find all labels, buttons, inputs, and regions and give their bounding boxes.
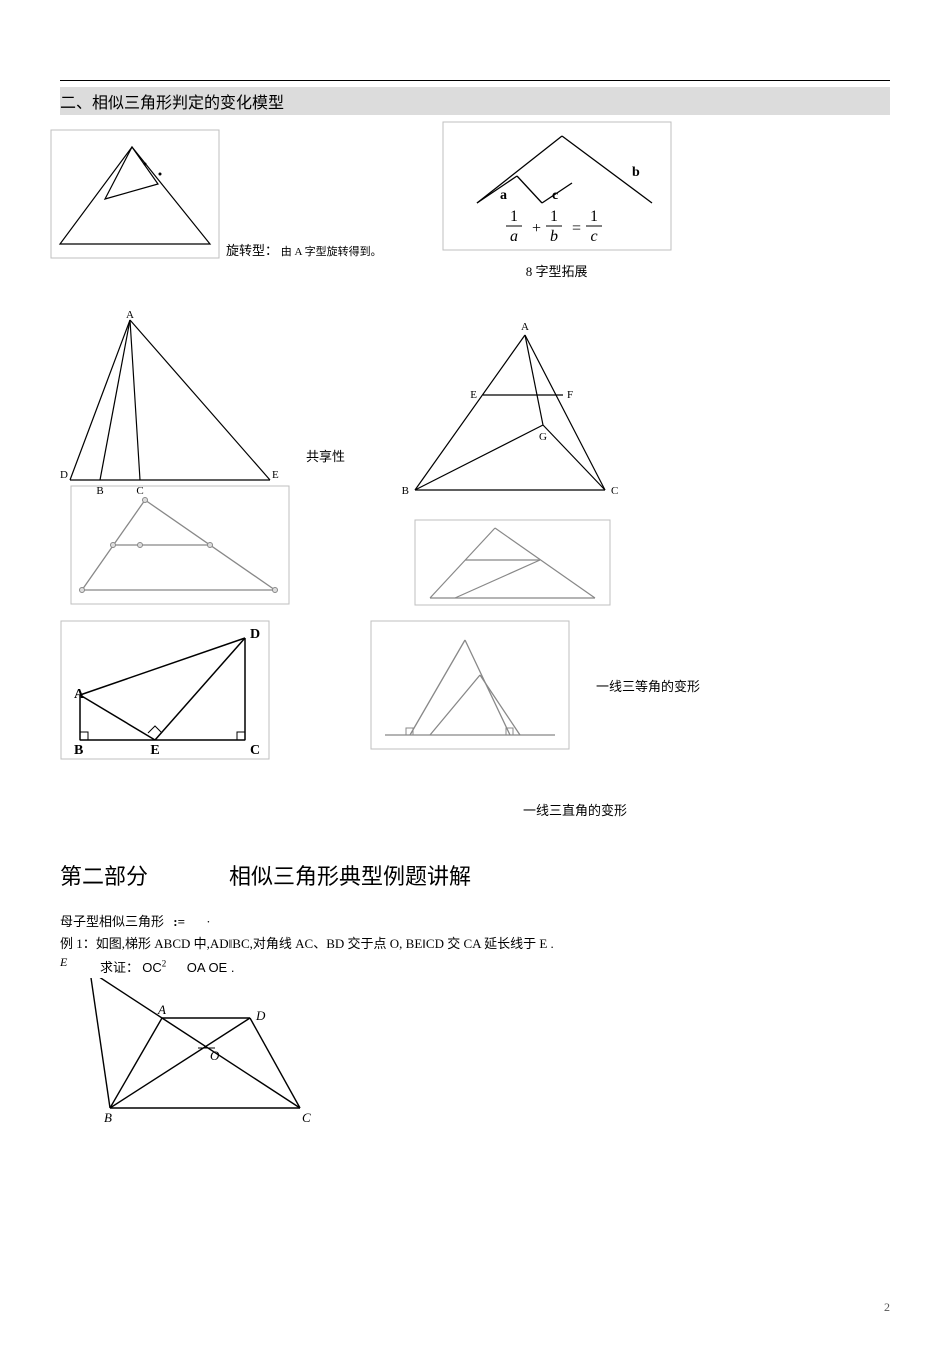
- svg-text:G: G: [539, 431, 547, 443]
- svg-text:D: D: [60, 469, 68, 481]
- figure-abecd: A B E C D: [60, 620, 270, 760]
- example-1: 例 1：如图,梯形 ABCD 中,AD‖BC,对角线 AC、BD 交于点 O, …: [60, 934, 890, 955]
- svg-text:B: B: [402, 485, 409, 497]
- svg-text:A: A: [521, 321, 529, 333]
- svg-text:B: B: [74, 743, 83, 758]
- svg-text:E: E: [150, 743, 159, 758]
- svg-text:A: A: [157, 1002, 166, 1017]
- svg-text:+: +: [532, 220, 541, 237]
- svg-text:C: C: [302, 1110, 311, 1125]
- page-number: 2: [884, 1300, 890, 1315]
- section-heading: 二、相似三角形判定的变化模型: [60, 87, 890, 115]
- svg-text:F: F: [567, 389, 573, 401]
- svg-text:c: c: [552, 188, 558, 203]
- svg-text:c: c: [590, 228, 597, 245]
- svg-text:=: =: [572, 220, 581, 237]
- figure-aefg-bc: A E F G B C: [385, 310, 625, 610]
- svg-text:O: O: [210, 1048, 220, 1063]
- svg-text:D: D: [255, 1008, 266, 1023]
- svg-text:b: b: [632, 165, 640, 180]
- top-rule: [60, 80, 890, 81]
- caption-one-line-equal: 一线三等角的变形: [596, 676, 700, 695]
- caption-share: 共享性: [306, 446, 345, 465]
- figure-rotation: [50, 129, 220, 259]
- document-page: 二、相似三角形判定的变化模型 旋转型： 由 A 字型旋转得到。: [0, 0, 950, 1345]
- caption-eight-ext: 8 字型拓展: [442, 261, 672, 280]
- svg-text:1: 1: [550, 208, 558, 225]
- svg-text:a: a: [500, 188, 507, 203]
- svg-text:E: E: [272, 469, 279, 481]
- proof-line: 求证： OC2 OA OE .: [100, 957, 890, 976]
- svg-text:C: C: [250, 743, 260, 758]
- figure-abcde: A D B C E: [60, 310, 280, 500]
- caption-one-line-right: 一线三直角的变形: [260, 800, 890, 819]
- figure-eight-type: a c b 1 a + 1 b = 1 c 8 字型拓展: [442, 121, 672, 280]
- svg-text:b: b: [550, 228, 558, 245]
- svg-text:A: A: [74, 687, 85, 702]
- label-E: E: [60, 955, 67, 970]
- svg-text:D: D: [250, 627, 260, 642]
- caption-rotate: 旋转型： 由 A 字型旋转得到。: [226, 240, 382, 259]
- svg-text:1: 1: [510, 208, 518, 225]
- muzi-title: 母子型相似三角形 := ·: [60, 911, 890, 930]
- svg-text:B: B: [104, 1110, 112, 1125]
- section-2-heading: 第二部分 相似三角形典型例题讲解: [60, 859, 890, 891]
- svg-text:E: E: [470, 389, 477, 401]
- svg-text:C: C: [611, 485, 618, 497]
- figure-trapezoid: A D B C O: [80, 978, 320, 1128]
- figure-one-line-equal: [370, 620, 570, 750]
- svg-text:a: a: [510, 228, 518, 245]
- svg-text:A: A: [126, 310, 134, 321]
- figure-shared: [70, 485, 290, 605]
- svg-text:1: 1: [590, 208, 598, 225]
